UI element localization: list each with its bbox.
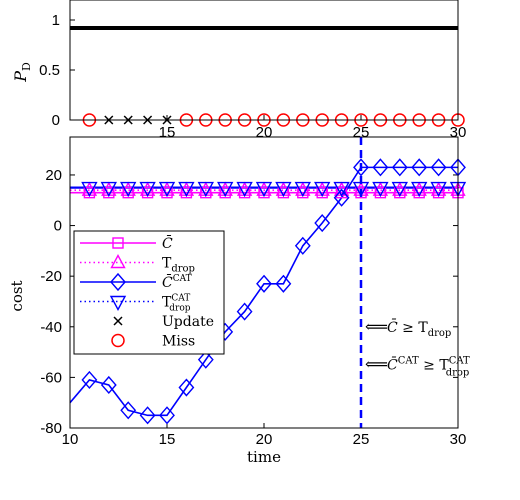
legend-marker [113, 316, 123, 326]
series-marker [430, 181, 447, 198]
legend-box [73, 230, 225, 355]
legend-label: TCAT drop [162, 294, 191, 314]
series-marker [333, 181, 350, 198]
y-tick-label: -80 [40, 420, 62, 437]
legend-entry: Update [113, 314, 214, 330]
y-tick-label: 0 [54, 218, 62, 235]
series-marker [372, 158, 389, 177]
x-tick-label: 20 [256, 124, 273, 141]
legend-label: Miss [162, 334, 195, 350]
legend-marker [109, 295, 127, 311]
series-marker [139, 406, 156, 425]
series-marker [314, 213, 331, 233]
series-marker [139, 181, 156, 198]
series-marker [314, 181, 331, 198]
series-marker [217, 181, 234, 198]
top-y-axis-label: PD [11, 62, 33, 83]
series-marker [120, 401, 137, 420]
x-tick-label: 25 [353, 431, 370, 448]
legend-marker [112, 237, 124, 249]
legend-marker [110, 254, 126, 269]
x-tick-label: 20 [256, 431, 273, 448]
bottom-tick-labels: -80 -60 -40 -20 0 20 10 15 20 25 30 [40, 167, 466, 448]
legend-entry: TCAT drop [80, 294, 191, 314]
y-tick-label: 1 [52, 12, 60, 29]
x-axis-label: time [247, 448, 281, 466]
top-gridlines [70, 19, 459, 121]
bottom-plot-marks [69, 137, 467, 428]
bottom-y-axis-label: cost [8, 280, 26, 311]
series-marker [275, 181, 292, 198]
series-marker [197, 350, 214, 369]
series-marker [81, 181, 98, 198]
y-tick-label: 0.5 [39, 62, 60, 79]
annotation-arrow: ⟸ [365, 355, 388, 374]
annotation-text: C̄CAT ≥ TCAT drop [387, 356, 470, 379]
y-tick-label: -20 [40, 268, 62, 285]
series-marker [391, 158, 408, 177]
x-tick-label: 30 [450, 431, 467, 448]
top-plot-frame [69, 0, 459, 121]
bottom-plot-frame [69, 136, 459, 429]
series-marker [100, 181, 117, 198]
series-marker [178, 378, 195, 397]
series-marker [197, 181, 214, 198]
series-marker [256, 274, 272, 293]
legend-marker [110, 272, 126, 292]
y-tick-label: -60 [40, 369, 62, 386]
series-marker [236, 181, 253, 198]
series-marker [411, 181, 428, 198]
series-marker [353, 158, 369, 177]
series-marker [255, 181, 273, 198]
legend-marker [111, 333, 125, 348]
legend-entry: Tdrop [80, 254, 195, 275]
legend-label: C̄CAT [162, 273, 192, 291]
series-marker [158, 181, 176, 198]
series-marker [372, 181, 389, 198]
top-plot-marks [70, 26, 465, 127]
annotations: ⟸ C̄ ≥ Tdrop⟸ C̄CAT ≥ TCAT drop [365, 317, 470, 379]
series-marker [178, 181, 195, 198]
series-marker [411, 158, 428, 177]
series-marker [100, 375, 117, 395]
annotation-text: C̄ ≥ Tdrop [387, 318, 451, 339]
series-marker [81, 370, 98, 389]
x-tick-label: 10 [62, 431, 79, 448]
legend-marker-stroke [113, 316, 123, 326]
y-tick-label: 0 [52, 112, 60, 129]
legend-entry: Miss [111, 333, 195, 350]
y-tick-label: -40 [40, 319, 62, 336]
series-marker [275, 274, 292, 293]
svg-text:PD: PD [11, 62, 33, 83]
series-marker [294, 236, 311, 255]
series-marker [391, 181, 408, 198]
svg-text:cost: cost [8, 280, 26, 311]
series-marker [294, 181, 311, 198]
series-marker [120, 181, 137, 198]
legend-entry: C̄CAT [80, 272, 192, 292]
legend-entry: C̄ [80, 234, 173, 252]
series-marker [333, 188, 350, 207]
x-tick-label: 15 [159, 124, 176, 141]
series-marker [159, 406, 175, 425]
y-tick-label: 20 [45, 167, 62, 184]
legend-label: Tdrop [162, 256, 195, 275]
x-tick-label: 15 [159, 431, 176, 448]
legend-label: Update [162, 314, 214, 330]
series-marker [430, 158, 447, 177]
annotation-arrow: ⟸ [365, 317, 388, 336]
legend-label: C̄ [162, 234, 173, 252]
series-marker [236, 302, 253, 321]
